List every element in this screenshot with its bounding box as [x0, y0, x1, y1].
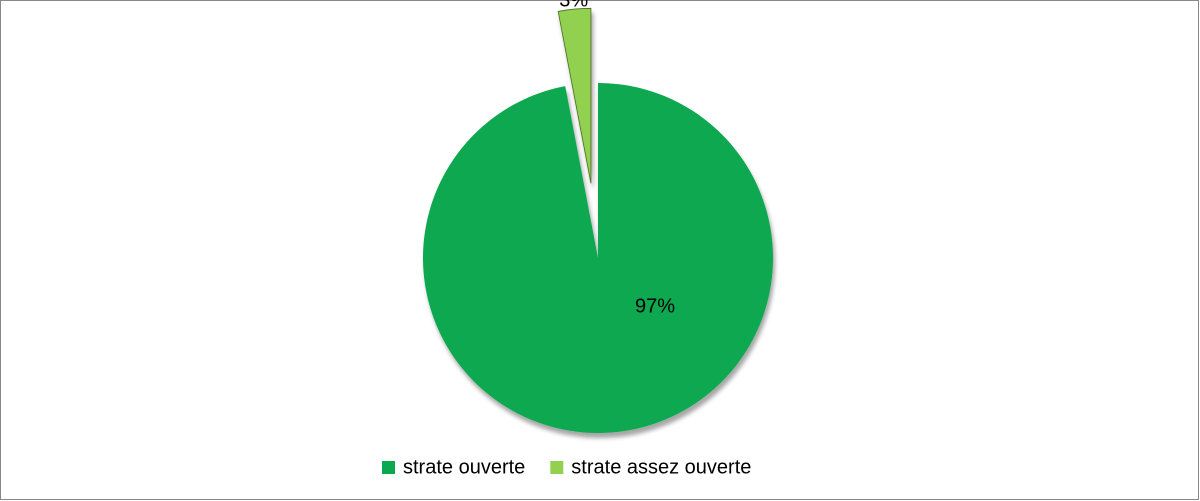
pie-slice — [422, 83, 773, 433]
pie — [422, 7, 773, 433]
data-label: 3% — [559, 0, 588, 11]
legend-label: strate ouverte — [403, 456, 525, 478]
data-label: 97% — [635, 295, 675, 317]
legend-swatch — [550, 461, 564, 474]
legend-swatch — [382, 461, 395, 474]
legend-label: strate assez ouverte — [571, 456, 751, 478]
pie-slice — [557, 7, 592, 184]
